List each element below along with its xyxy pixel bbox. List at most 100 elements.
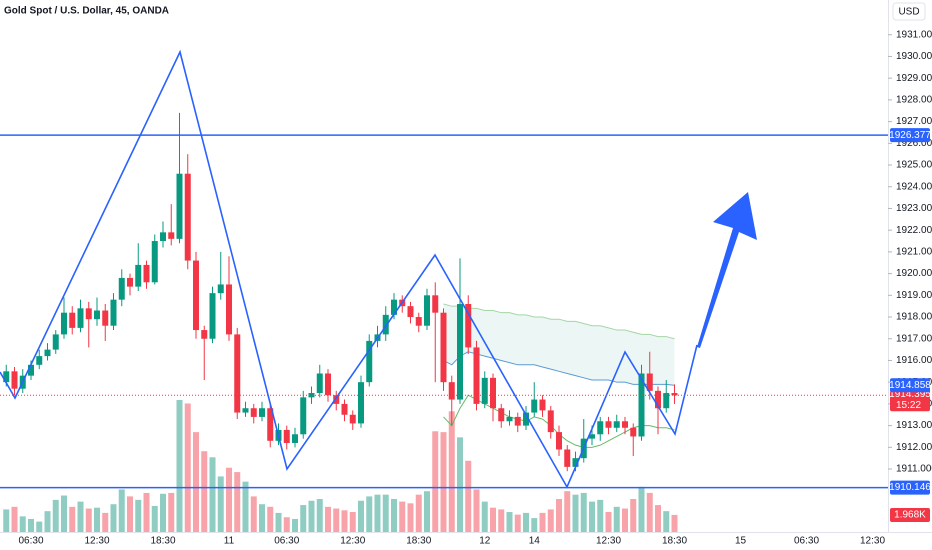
channel-fill xyxy=(443,304,675,386)
candle-body xyxy=(424,295,430,326)
candle-body xyxy=(127,277,133,287)
candle-body xyxy=(11,371,18,389)
candle-body xyxy=(36,356,43,365)
candle-body xyxy=(333,395,340,404)
candle-body xyxy=(102,310,109,326)
volume-bar xyxy=(61,495,67,532)
volume-bar xyxy=(168,492,175,532)
level-box xyxy=(890,128,930,143)
volume-bar xyxy=(473,489,480,532)
y-tick-label: 1924.000 xyxy=(896,181,932,192)
y-tick-label: 1923.000 xyxy=(896,203,932,214)
y-tick-label: 1929.000 xyxy=(896,73,932,84)
volume-bar xyxy=(391,499,397,532)
axis-layer: 1911.0001912.0001913.0001914.0001915.000… xyxy=(0,29,932,547)
y-tick-label: 1921.000 xyxy=(896,247,932,258)
candle-body xyxy=(52,334,59,350)
candle-body xyxy=(160,232,166,242)
x-tick-label: 12:30 xyxy=(596,536,621,547)
volume-bar xyxy=(217,476,224,532)
channel-value-label: 1914.858 xyxy=(889,380,931,391)
volume-bar xyxy=(457,437,463,532)
volume-bar xyxy=(118,489,125,532)
volume-bar xyxy=(316,499,323,532)
candle-body xyxy=(514,416,521,426)
last-price-label: 1914.395 xyxy=(889,389,931,400)
volume-bar xyxy=(193,432,199,532)
currency-button[interactable] xyxy=(892,2,926,21)
volume-bar xyxy=(407,503,414,532)
x-tick-label: 15 xyxy=(735,536,747,547)
x-tick-label: 06:30 xyxy=(274,536,299,547)
y-tick-label: 1922.000 xyxy=(896,225,932,236)
volume-bar xyxy=(382,494,389,532)
volume-bar xyxy=(349,512,356,532)
candle-body xyxy=(283,429,290,443)
y-tick-label: 1919.000 xyxy=(896,290,932,301)
volume-bar xyxy=(19,516,26,532)
volume-bar xyxy=(300,505,307,532)
level-label: 1926.377 xyxy=(889,130,931,141)
volume-bar xyxy=(201,451,208,532)
volume-bar xyxy=(325,506,331,532)
volume-bar xyxy=(646,492,653,532)
volume-bar xyxy=(481,501,488,532)
x-tick-label: 11 xyxy=(224,536,235,547)
forecast-arrow xyxy=(697,192,757,348)
volume-bar xyxy=(151,505,158,532)
volume-bar xyxy=(523,512,529,532)
candle-body xyxy=(655,390,661,409)
volume-bar xyxy=(572,494,579,532)
candle-body xyxy=(77,308,84,328)
volume-bar xyxy=(94,507,100,532)
candle-body xyxy=(143,264,150,283)
candle-body xyxy=(242,408,249,413)
candle-body xyxy=(564,449,571,467)
candle-body xyxy=(622,421,628,428)
volume-bar xyxy=(52,499,59,532)
volume-bar xyxy=(465,460,472,532)
candle-body xyxy=(638,373,645,437)
candle-body xyxy=(366,340,373,383)
y-tick-label: 1911.000 xyxy=(896,464,932,475)
candle-body xyxy=(481,377,488,404)
volume-bar xyxy=(275,512,282,532)
candle-body xyxy=(168,232,175,239)
volume-bar xyxy=(415,494,422,532)
candle-body xyxy=(523,412,529,426)
candle-body xyxy=(201,330,208,339)
volume-bar xyxy=(605,512,612,532)
volume-bar xyxy=(333,508,340,532)
volume-bar xyxy=(514,514,521,532)
volume-bar xyxy=(374,494,381,532)
candle-body xyxy=(663,393,670,409)
volume-bar xyxy=(135,499,142,532)
volume-bar xyxy=(110,504,117,532)
volume-bar xyxy=(671,514,678,532)
candle-body xyxy=(457,304,463,400)
candle-body xyxy=(465,304,472,348)
y-tick-label: 1928.000 xyxy=(896,95,932,106)
candle-body xyxy=(234,334,241,413)
x-tick-label: 12:30 xyxy=(340,536,365,547)
candle-body xyxy=(572,458,579,467)
candle-body xyxy=(176,173,183,239)
volume-bar xyxy=(531,518,538,532)
candle-body xyxy=(300,397,307,435)
y-tick-label: 1931.000 xyxy=(896,29,932,40)
volume-bar xyxy=(638,486,645,532)
channel-value-box xyxy=(890,378,930,393)
volume-bar xyxy=(11,506,18,532)
x-tick-label: 12 xyxy=(479,536,491,547)
currency-label[interactable]: USD xyxy=(898,7,919,18)
candle-body xyxy=(613,421,620,428)
volume-bar xyxy=(85,508,92,532)
volume-bar xyxy=(292,518,298,532)
volume-value-label: 1.968K xyxy=(894,510,926,521)
volume-bar xyxy=(498,509,505,532)
volume-bar xyxy=(176,400,183,532)
candle-body xyxy=(28,364,34,376)
volume-bar xyxy=(366,496,373,532)
candle-body xyxy=(325,373,331,396)
candle-body xyxy=(358,382,364,424)
